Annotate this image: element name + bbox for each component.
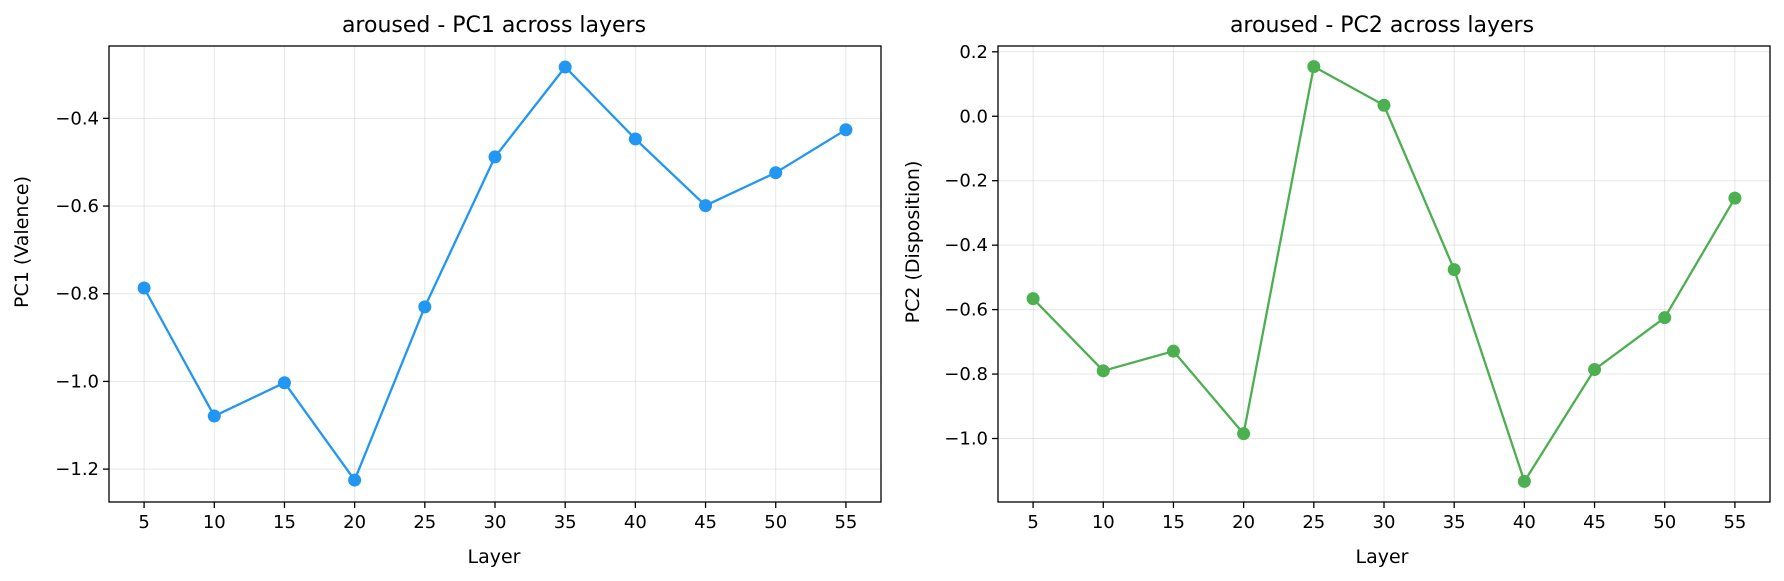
x-tick-label: 25 (1302, 512, 1325, 533)
data-point (1237, 427, 1251, 441)
data-point (769, 166, 783, 180)
x-tick-label: 10 (1092, 512, 1115, 533)
chart-pc2: aroused - PC2 across layers Layer PC2 (D… (902, 13, 1771, 568)
data-point (1728, 191, 1742, 205)
data-point (1307, 60, 1321, 74)
data-point (628, 132, 642, 146)
data-point (1377, 98, 1391, 112)
x-tick-label: 50 (764, 512, 787, 533)
y-tick-label: −0.2 (944, 171, 988, 192)
data-point (418, 300, 432, 314)
y-tick-label: 0.2 (959, 42, 988, 63)
chart-title: aroused - PC1 across layers (342, 13, 646, 38)
x-axis-label: Layer (1356, 546, 1409, 568)
x-tick-label: 30 (1373, 512, 1396, 533)
data-point (1517, 474, 1531, 488)
x-tick-label: 15 (1162, 512, 1185, 533)
x-tick-label: 45 (1583, 512, 1606, 533)
x-axis-label: Layer (468, 546, 521, 568)
x-tick-label: 40 (1513, 512, 1536, 533)
data-point (277, 376, 291, 390)
data-point (137, 281, 151, 295)
y-axis-label: PC2 (Disposition) (902, 161, 924, 324)
x-tick-label: 35 (1443, 512, 1466, 533)
x-tick-label: 15 (273, 512, 296, 533)
data-point (1447, 263, 1461, 277)
y-tick-label: −0.6 (944, 300, 988, 321)
y-tick-label: −0.4 (55, 108, 99, 129)
x-tick-label: 5 (138, 512, 149, 533)
data-point (348, 473, 362, 487)
x-tick-label: 20 (1232, 512, 1255, 533)
x-tick-label: 45 (694, 512, 717, 533)
y-tick-label: −1.0 (944, 429, 988, 450)
y-tick-label: −0.8 (944, 364, 988, 385)
x-tick-label: 40 (624, 512, 647, 533)
x-tick-label: 10 (203, 512, 226, 533)
data-point (1166, 344, 1180, 358)
y-tick-label: 0.0 (959, 106, 988, 127)
x-tick-label: 55 (1723, 512, 1746, 533)
data-point (1096, 364, 1110, 378)
y-tick-label: −0.8 (55, 284, 99, 305)
data-point (1026, 292, 1040, 306)
x-tick-label: 55 (834, 512, 857, 533)
y-tick-label: −0.4 (944, 235, 988, 256)
data-point (488, 150, 502, 164)
x-tick-label: 25 (413, 512, 436, 533)
data-point (1588, 363, 1602, 377)
x-tick-label: 20 (343, 512, 366, 533)
data-point (699, 199, 713, 213)
data-point (207, 409, 221, 423)
y-tick-label: −1.2 (55, 459, 99, 480)
x-tick-label: 50 (1653, 512, 1676, 533)
y-tick-label: −0.6 (55, 196, 99, 217)
data-point (558, 60, 572, 74)
chart-title: aroused - PC2 across layers (1230, 13, 1534, 38)
x-tick-label: 30 (484, 512, 507, 533)
x-tick-label: 35 (554, 512, 577, 533)
y-axis-label: PC1 (Valence) (11, 176, 33, 308)
chart-pc1: aroused - PC1 across layers Layer PC1 (V… (11, 13, 882, 568)
x-tick-label: 5 (1027, 512, 1038, 533)
data-point (1658, 311, 1672, 325)
data-point (839, 123, 853, 137)
y-tick-label: −1.0 (55, 371, 99, 392)
